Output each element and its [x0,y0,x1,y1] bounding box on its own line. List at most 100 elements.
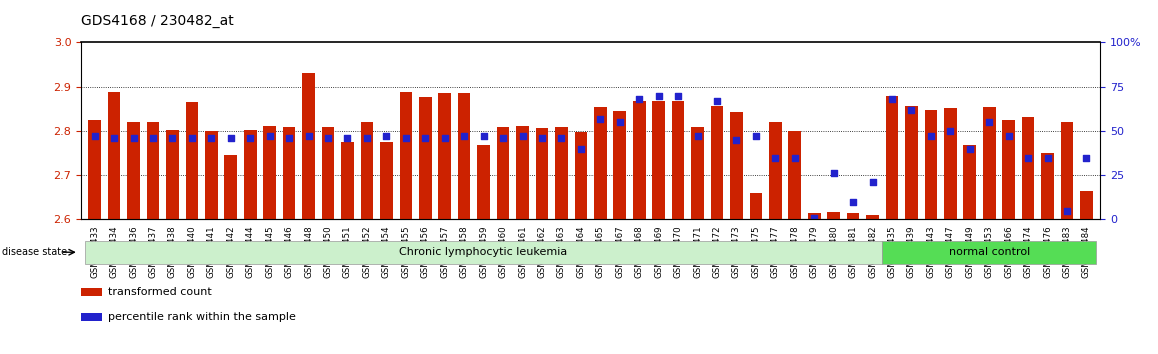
Bar [672,101,684,219]
Point [416,135,434,141]
Bar [769,122,782,219]
Bar [633,101,645,219]
Bar [108,92,120,219]
Bar [827,212,840,219]
Text: Chronic lymphocytic leukemia: Chronic lymphocytic leukemia [400,247,567,257]
Bar [536,128,548,219]
Point [922,133,940,139]
Point [493,135,512,141]
Point [1019,155,1038,160]
Point [650,93,668,98]
Bar [360,122,373,219]
Bar [225,155,237,219]
Point [221,135,240,141]
Bar [166,130,178,219]
Point [552,135,571,141]
Point [688,133,706,139]
Point [435,135,454,141]
Point [1077,155,1095,160]
Point [1057,208,1076,213]
Point [785,155,804,160]
Point [999,133,1018,139]
Point [86,133,104,139]
Point [318,135,337,141]
Point [844,199,863,205]
Bar [1021,117,1034,219]
Point [669,93,688,98]
Text: normal control: normal control [948,247,1029,257]
Bar [516,126,529,219]
Bar [846,213,859,219]
Bar [1080,191,1093,219]
Point [591,116,609,121]
Point [610,119,629,125]
Point [338,135,357,141]
Bar [944,108,957,219]
Bar [380,142,393,219]
Bar [302,74,315,219]
Point [378,133,396,139]
Point [455,133,474,139]
Bar [691,127,704,219]
Bar [866,215,879,219]
Point [630,96,648,102]
Point [144,135,162,141]
Bar [652,101,665,219]
Point [261,133,279,139]
Bar [1003,120,1016,219]
Point [824,171,843,176]
Bar [439,93,452,219]
Point [124,135,142,141]
Text: percentile rank within the sample: percentile rank within the sample [108,312,295,322]
Point [708,98,726,104]
Point [533,135,551,141]
Bar [711,106,724,219]
Point [513,133,532,139]
Point [105,135,124,141]
Bar [497,127,510,219]
Text: transformed count: transformed count [108,287,212,297]
Point [727,137,746,143]
Bar [886,96,899,219]
Point [396,135,415,141]
Bar [147,122,160,219]
Bar [283,127,295,219]
Bar [614,111,626,219]
Point [960,146,979,152]
Bar [1041,153,1054,219]
Bar [594,107,607,219]
Bar [244,130,257,219]
Bar [924,110,937,219]
Bar [983,107,996,219]
Point [203,135,221,141]
Point [572,146,591,152]
Bar [749,193,762,219]
Bar [322,127,335,219]
Text: GDS4168 / 230482_at: GDS4168 / 230482_at [81,14,234,28]
Point [980,119,998,125]
Point [475,133,493,139]
Point [805,215,823,221]
Bar [906,106,918,219]
Point [163,135,182,141]
Point [299,133,317,139]
Bar [1061,122,1073,219]
Bar [419,97,432,219]
Bar [88,120,101,219]
Point [882,96,901,102]
Bar [808,213,821,219]
Bar [457,93,470,219]
Bar [963,145,976,219]
Point [941,128,960,134]
Point [864,179,882,185]
Point [280,135,299,141]
Point [902,107,921,113]
Bar [263,126,276,219]
Point [358,135,376,141]
Text: disease state: disease state [2,247,67,257]
Bar [400,92,412,219]
Bar [477,145,490,219]
Point [767,155,785,160]
Bar [789,131,801,219]
Bar [127,122,140,219]
